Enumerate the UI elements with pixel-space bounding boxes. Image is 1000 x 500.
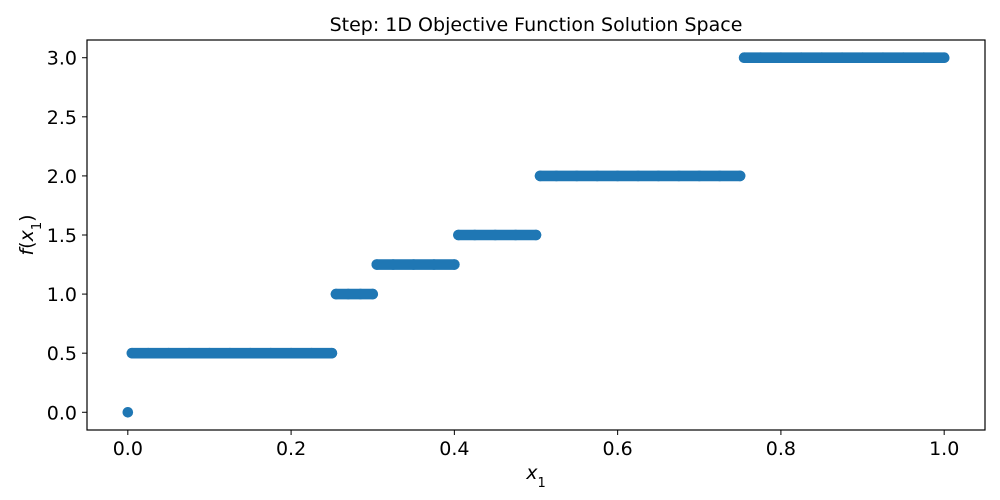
x-tick-label-1: 0.2 xyxy=(276,438,306,460)
y-tick-label-0: 0.0 xyxy=(47,402,77,424)
x-axis-label: x1 xyxy=(525,462,546,491)
x-tick-label-0: 0.0 xyxy=(113,438,143,460)
x-tick-label-4: 0.8 xyxy=(766,438,796,460)
chart-title: Step: 1D Objective Function Solution Spa… xyxy=(330,14,743,36)
y-axis-ticks: 0.0 0.5 1.0 1.5 2.0 2.5 3.0 xyxy=(47,48,87,424)
plot-frame xyxy=(86,39,986,431)
y-tick-label-5: 2.5 xyxy=(47,107,77,129)
y-tick-label-4: 2.0 xyxy=(47,166,77,188)
y-tick-label-6: 3.0 xyxy=(47,48,77,70)
x-tick-label-3: 0.6 xyxy=(603,438,633,460)
y-tick-label-2: 1.0 xyxy=(47,284,77,306)
data-point-0 xyxy=(122,406,134,418)
x-tick-label-2: 0.4 xyxy=(439,438,469,460)
x-axis-ticks: 0.0 0.2 0.4 0.6 0.8 1.0 xyxy=(113,430,959,460)
y-axis-label: f(x1) xyxy=(16,214,45,255)
x-tick-label-5: 1.0 xyxy=(929,438,959,460)
data-points xyxy=(122,52,950,418)
y-tick-label-3: 1.5 xyxy=(47,225,77,247)
y-tick-label-1: 0.5 xyxy=(47,343,77,365)
